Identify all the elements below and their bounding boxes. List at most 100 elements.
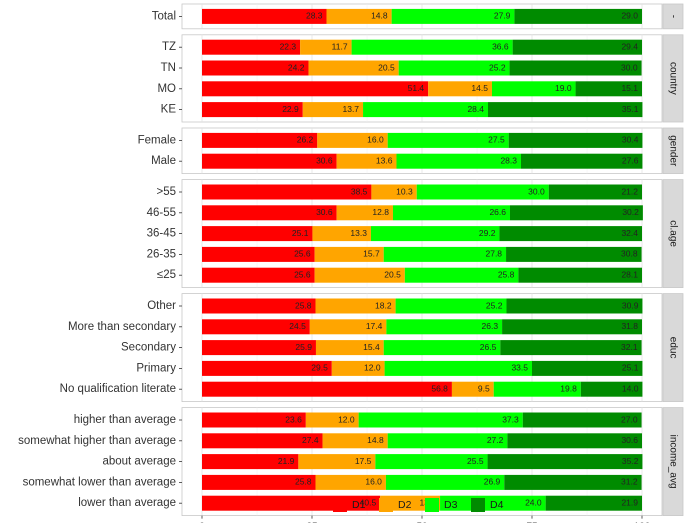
bar-segment-d2 [315, 340, 384, 356]
data-label: 27.0 [621, 414, 638, 424]
data-label: 40.5 [360, 497, 377, 507]
bar-segment-d3 [375, 454, 488, 470]
data-label: 25.2 [486, 300, 503, 310]
facet-strip-label: - [667, 15, 678, 18]
bar-segment-d2 [312, 226, 371, 242]
y-axis-label: Female [138, 134, 176, 146]
data-label: 25.2 [489, 62, 506, 72]
facet-strip-label: country [667, 62, 678, 95]
facet-strip [662, 293, 684, 403]
data-label: 25.1 [622, 363, 639, 373]
data-label: 30.9 [622, 300, 639, 310]
x-tick-label: 75 [526, 522, 538, 523]
data-label: 14.0 [622, 383, 639, 393]
x-tick-label: 100 [634, 522, 651, 523]
bar-segment-d3 [491, 81, 576, 97]
data-label: 11.7 [332, 41, 348, 51]
y-axis-label: Other [147, 300, 176, 312]
bar-segment-d3 [404, 267, 519, 283]
x-tick-label: 50 [416, 522, 428, 523]
bar-segment-d2 [305, 412, 359, 428]
data-label: 26.3 [482, 321, 499, 331]
bar-segment-d2 [309, 319, 387, 335]
facet-strip [662, 179, 684, 289]
bar-segment-d3 [370, 226, 500, 242]
bar-segment-d1 [202, 474, 316, 490]
bar-segment-d1 [202, 381, 452, 397]
data-label: 12.8 [372, 207, 389, 217]
data-label: 24.2 [288, 62, 305, 72]
bar-segment-d2 [314, 267, 405, 283]
bar-segment-d3 [440, 495, 546, 511]
y-axis-label: Secondary [121, 342, 176, 354]
data-label: 30.2 [622, 207, 639, 217]
bar-segment-d2 [298, 454, 376, 470]
bar-segment-d4 [514, 8, 642, 24]
data-label: 25.8 [295, 477, 312, 487]
legend-key-d1 [333, 498, 347, 512]
bar-segment-d2 [315, 298, 396, 314]
data-label: 35.2 [622, 456, 639, 466]
bar-segment-d4 [522, 412, 642, 428]
facet-strip [662, 34, 684, 123]
data-label: 25.8 [295, 300, 312, 310]
bar-segment-d2 [308, 60, 399, 76]
data-label: 15.4 [363, 342, 380, 352]
data-label: 22.3 [280, 41, 297, 51]
data-label: 28.3 [500, 155, 517, 165]
bar-segment-d3 [386, 319, 503, 335]
bar-segment-d3 [387, 433, 508, 449]
data-label: 51.4 [408, 83, 425, 93]
bar-segment-d4 [545, 495, 642, 511]
bar-segment-d1 [202, 205, 337, 221]
data-label: 30.4 [622, 135, 639, 145]
bar-segment-d2 [336, 205, 393, 221]
bar-segment-d3 [358, 412, 523, 428]
data-label: 31.2 [621, 477, 638, 487]
y-axis-label: higher than average [74, 414, 176, 426]
bar-segment-d1 [202, 298, 316, 314]
data-label: 56.8 [431, 383, 448, 393]
data-label: 16.0 [365, 477, 382, 487]
bar-segment-d1 [202, 267, 315, 283]
bar-segment-d2 [428, 81, 492, 97]
data-label: 28.1 [621, 269, 638, 279]
bar-segment-d1 [202, 60, 309, 76]
data-label: 21.9 [621, 497, 638, 507]
bar-segment-d3 [493, 381, 581, 397]
bar-segment-d1 [202, 319, 310, 335]
data-label: 31.8 [621, 321, 638, 331]
data-label: 25.8 [498, 269, 515, 279]
data-label: 26.6 [489, 207, 506, 217]
data-label: 14.8 [367, 435, 384, 445]
data-label: 29.5 [311, 363, 328, 373]
data-label: 13.7 [342, 104, 359, 114]
data-label: 37.3 [502, 414, 519, 424]
x-tick-label: 0 [199, 522, 205, 523]
bar-segment-d3 [351, 39, 513, 55]
bar-segment-d4 [506, 246, 642, 262]
data-label: 14.8 [371, 11, 388, 21]
bar-segment-d2 [322, 433, 388, 449]
data-label: 27.8 [485, 249, 502, 259]
data-label: 30.0 [528, 186, 545, 196]
facet-strip [662, 407, 684, 517]
data-label: 24.0 [525, 497, 542, 507]
legend-label: D2 [398, 499, 412, 511]
data-label: 30.6 [621, 435, 638, 445]
data-label: 26.9 [484, 477, 501, 487]
bar-segment-d2 [451, 381, 494, 397]
data-label: 19.0 [555, 83, 572, 93]
bar-segment-d3 [387, 132, 509, 148]
data-label: 35.1 [622, 104, 639, 114]
data-label: 23.6 [285, 414, 302, 424]
data-label: 13.6 [376, 155, 393, 165]
data-label: 36.6 [492, 41, 509, 51]
facet-strip-label: income_avg [667, 435, 678, 489]
data-label: 25.9 [295, 342, 312, 352]
facet-strip [662, 127, 684, 174]
bar-segment-d2 [314, 246, 384, 262]
bar-segment-d4 [487, 454, 643, 470]
data-label: 16.0 [367, 135, 384, 145]
